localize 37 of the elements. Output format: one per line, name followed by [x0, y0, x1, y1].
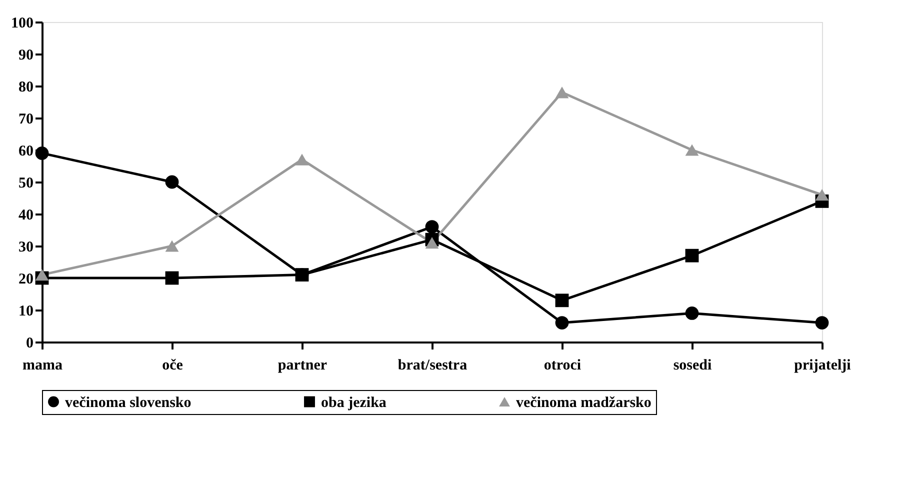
point — [425, 220, 439, 234]
point — [165, 271, 179, 285]
x-tick-label: oče — [162, 358, 184, 374]
x-tick-label: sosedi — [673, 358, 712, 374]
y-tick-label: 60 — [18, 144, 34, 160]
legend-label: oba jezika — [321, 394, 387, 411]
point — [35, 268, 49, 281]
x-tick-label: brat/sestra — [398, 358, 468, 374]
point — [425, 236, 439, 249]
x-tick-label: mama — [22, 358, 63, 374]
x-tick-label: otroci — [544, 358, 582, 374]
point — [295, 268, 309, 282]
point — [555, 316, 569, 330]
legend-label: večinoma madžarsko — [516, 394, 652, 411]
point — [165, 175, 179, 189]
point — [165, 240, 179, 252]
point — [555, 294, 569, 308]
y-tick-label: 20 — [18, 272, 34, 288]
y-tick-label: 10 — [18, 304, 34, 320]
y-tick-label: 100 — [11, 16, 34, 32]
point — [685, 144, 699, 156]
y-tick-label: 90 — [18, 48, 34, 64]
legend-label: večinoma slovensko — [65, 394, 192, 411]
y-tick-label: 30 — [18, 240, 34, 256]
point — [295, 154, 309, 166]
x-tick-label: prijatelji — [794, 358, 851, 374]
y-tick-label: 80 — [18, 80, 34, 96]
y-tick-label: 0 — [26, 336, 34, 352]
point — [685, 306, 699, 320]
y-tick-label: 50 — [18, 176, 34, 192]
point — [815, 188, 829, 201]
point — [555, 86, 569, 98]
y-tick-label: 40 — [18, 208, 34, 224]
y-tick-label: 70 — [18, 112, 34, 128]
x-tick-label: partner — [278, 358, 328, 374]
point — [815, 316, 829, 330]
point — [685, 248, 699, 262]
